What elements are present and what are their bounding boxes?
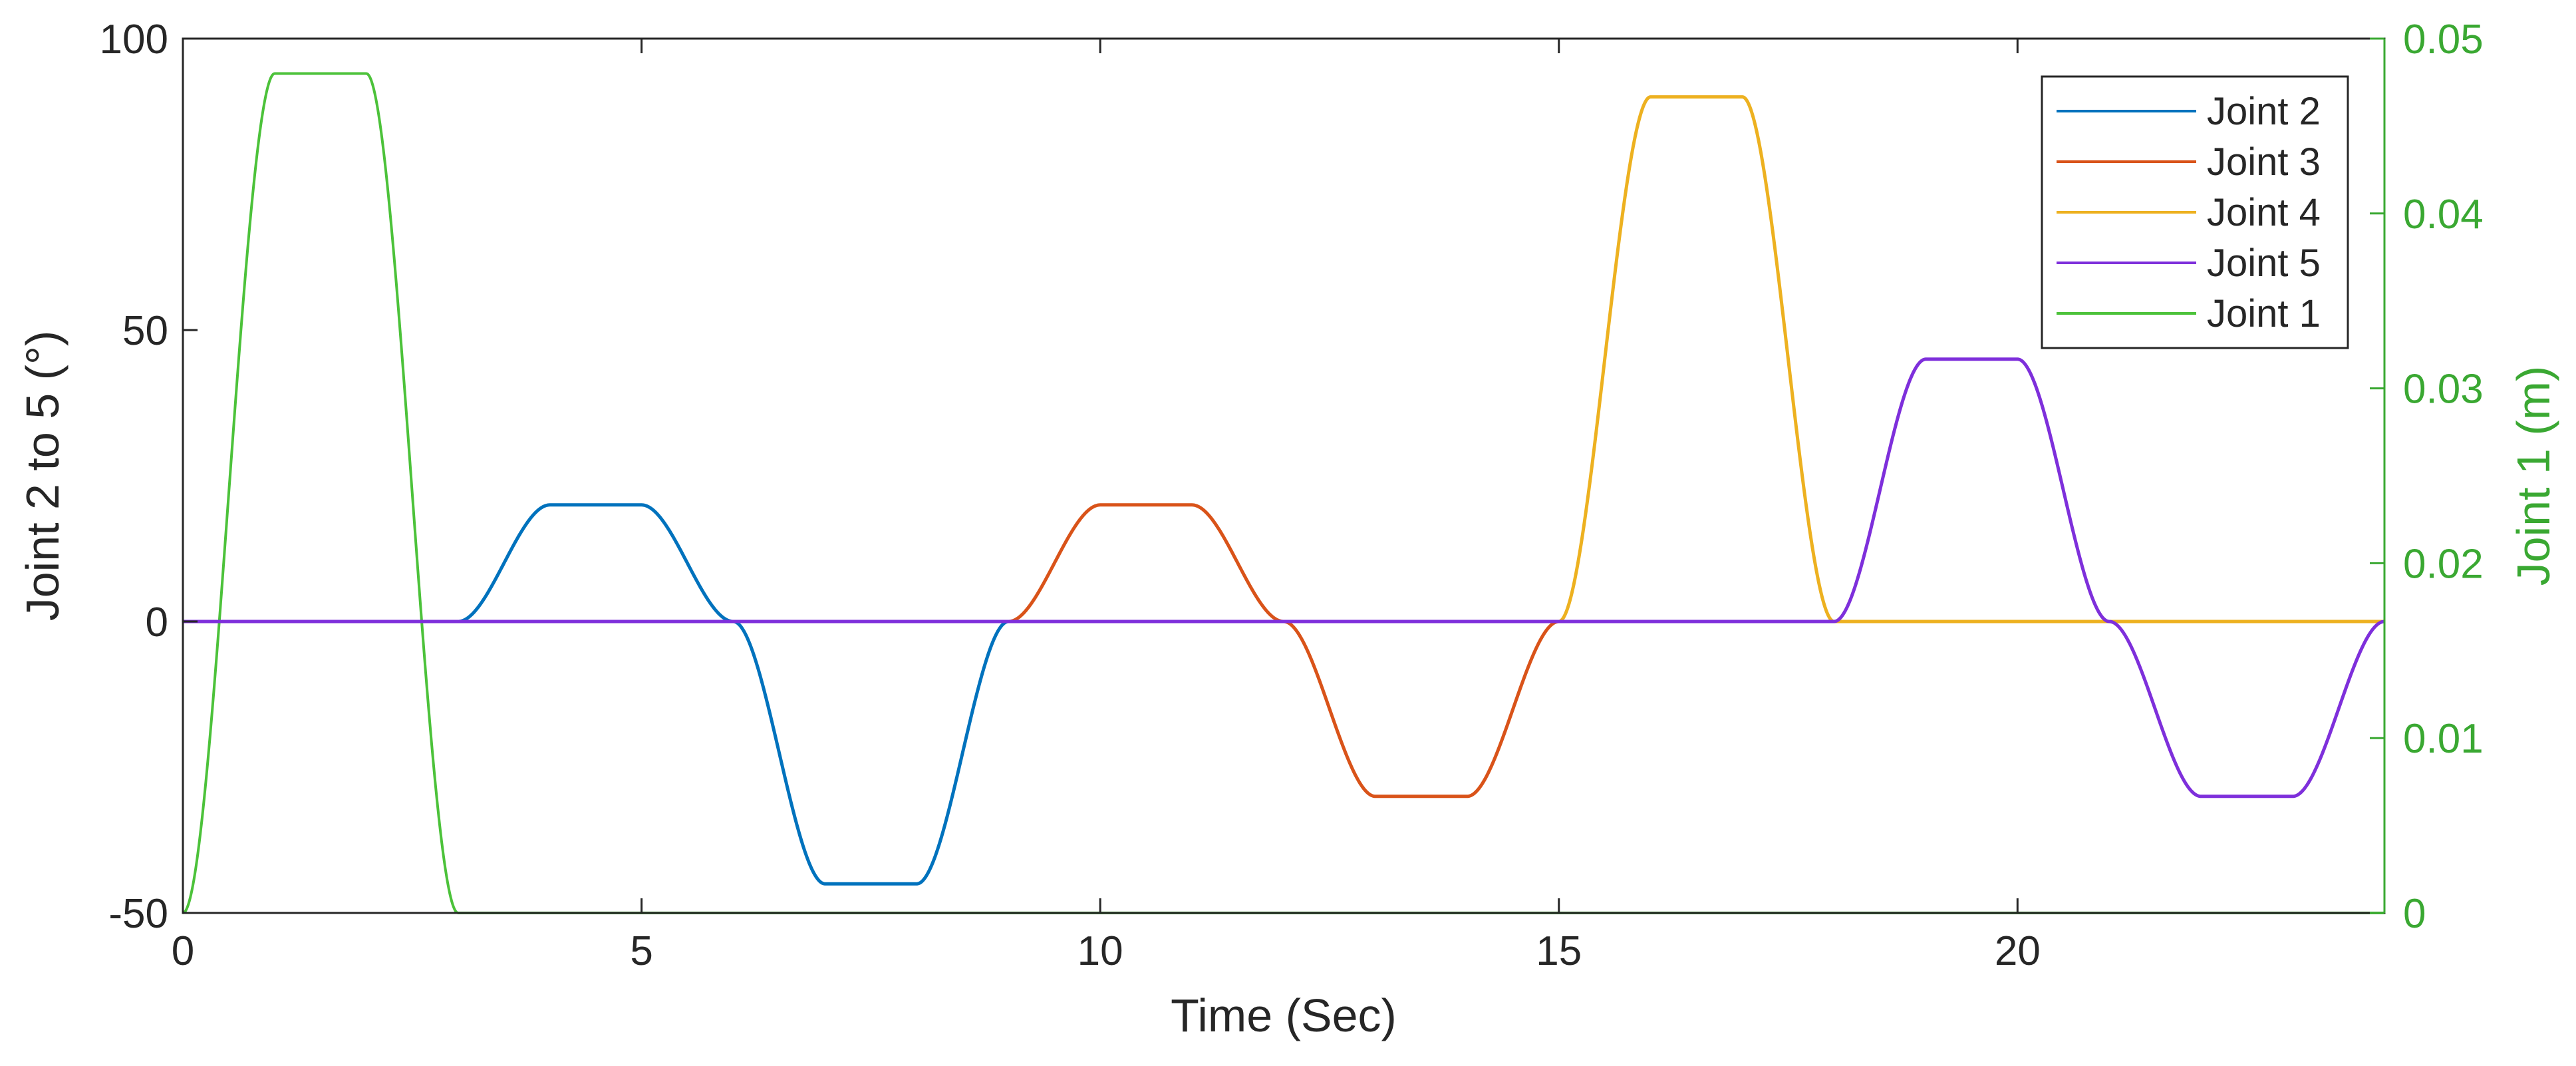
- x-tick-label: 0: [172, 928, 194, 974]
- y-right-tick-label: 0.01: [2403, 716, 2484, 762]
- x-tick-label: 15: [1536, 928, 1582, 974]
- y-left-tick-label: 50: [122, 308, 168, 354]
- y-right-tick-label: 0.03: [2403, 367, 2484, 413]
- plot-background: [183, 39, 2384, 913]
- y-right-tick-label: 0.05: [2403, 17, 2484, 63]
- x-tick-label: 5: [630, 928, 652, 974]
- series-line-joint-5: [182, 357, 2386, 799]
- y-left-tick-label: 100: [100, 17, 168, 63]
- x-tick-label: 10: [1077, 928, 1123, 974]
- x-axis-label: Time (Sec): [1171, 989, 1397, 1041]
- y-axis-left-label: Joint 2 to 5 (°): [17, 331, 69, 622]
- legend-label: Joint 1: [2207, 292, 2321, 335]
- y-left-tick-label: 0: [146, 600, 168, 645]
- legend-label: Joint 5: [2207, 242, 2321, 285]
- y-right-tick-label: 0.04: [2403, 192, 2484, 238]
- y-left-tick-label: -50: [108, 891, 168, 937]
- legend-label: Joint 3: [2207, 140, 2321, 184]
- legend: Joint 2 Joint 3 Joint 4 Joint 5 Joint 1: [2041, 75, 2349, 349]
- y-axis-right-label: Joint 1 (m): [2507, 366, 2559, 586]
- y-right-tick-label: 0.02: [2403, 541, 2484, 587]
- legend-label: Joint 2: [2207, 90, 2321, 133]
- x-tick-label: 20: [1995, 928, 2041, 974]
- y-right-tick-label: 0: [2403, 891, 2426, 937]
- legend-label: Joint 4: [2207, 191, 2321, 234]
